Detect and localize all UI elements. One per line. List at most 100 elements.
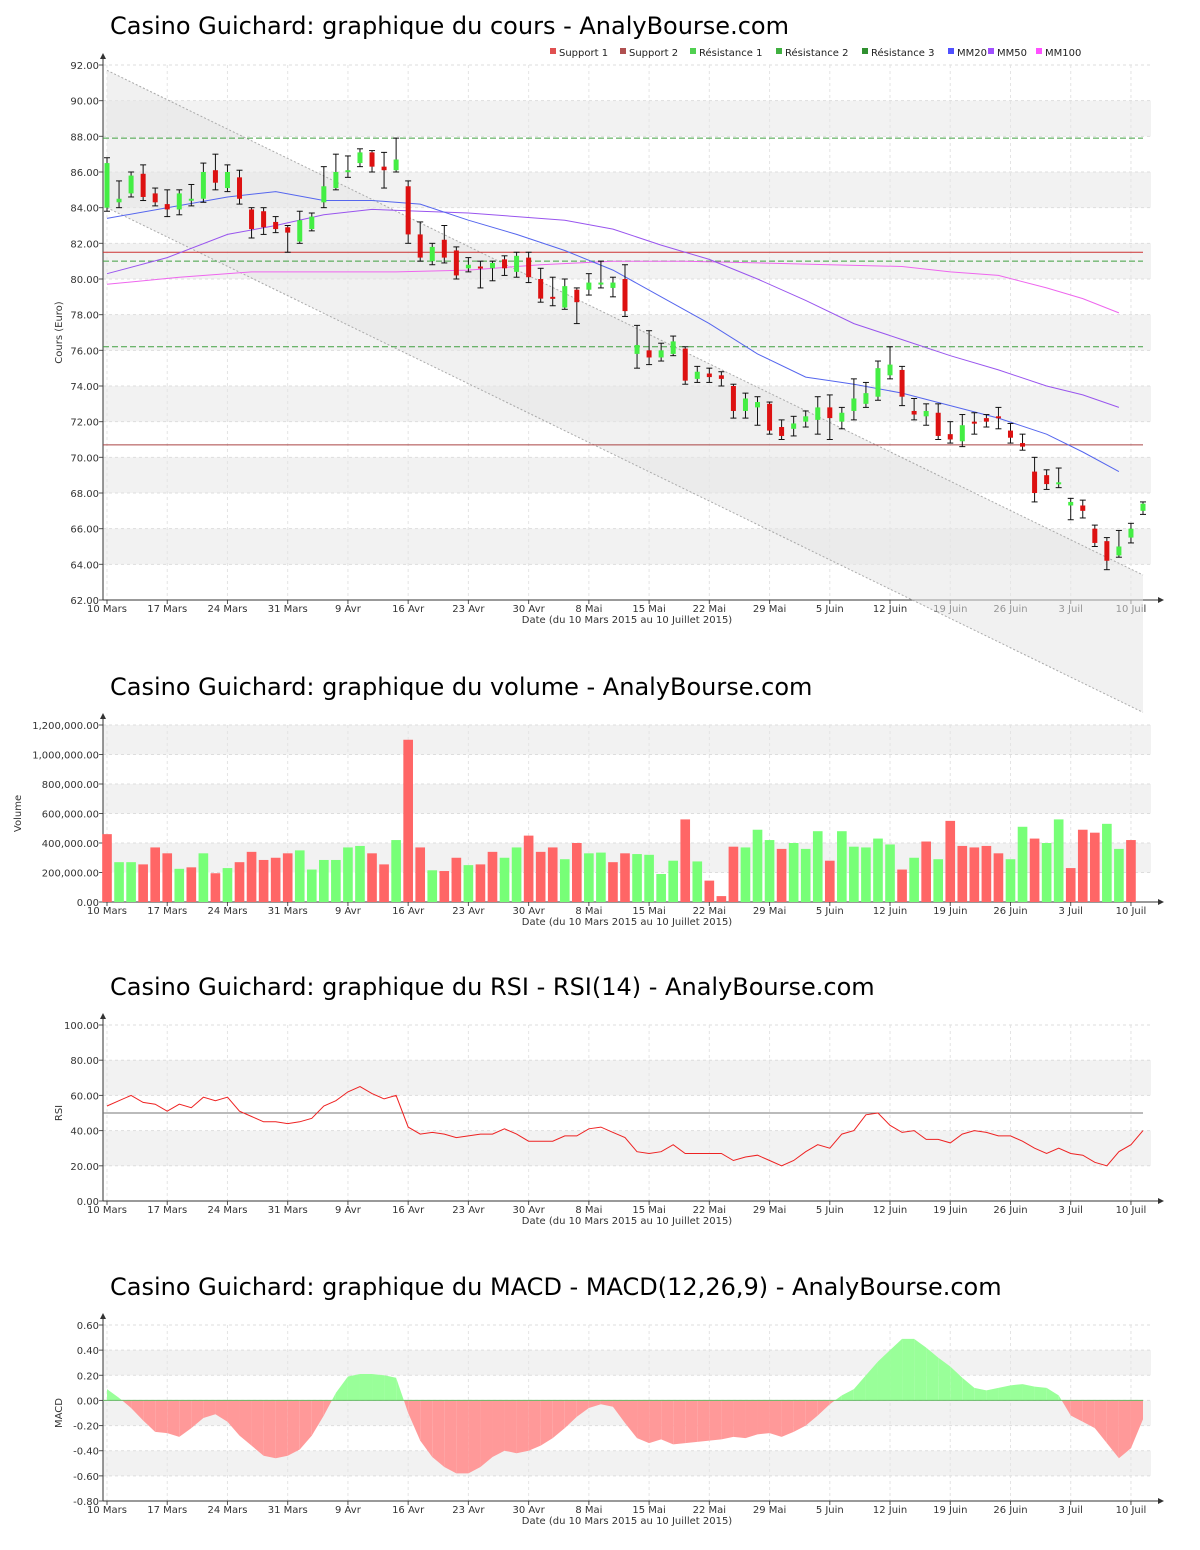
candle-body	[249, 209, 255, 230]
macd-area-segment	[1058, 1395, 1062, 1401]
candle-body	[261, 211, 267, 228]
price-y-axis-label: Cours (Euro)	[54, 301, 65, 364]
candle	[622, 264, 628, 317]
volume-xtick-label: 26 Juin	[993, 906, 1027, 917]
candle-body	[465, 264, 471, 269]
volume-bar	[993, 853, 1004, 902]
macd-area-segment	[516, 1400, 529, 1454]
candle	[477, 260, 484, 289]
candle-body	[550, 296, 556, 299]
candle	[609, 276, 616, 298]
rsi-xtick-label: 30 Avr	[513, 1205, 546, 1216]
candle-body	[863, 393, 869, 404]
macd-area-segment	[1118, 1400, 1131, 1459]
rsi-y-axis-arrow	[100, 1013, 106, 1019]
volume-xtick-label: 24 Mars	[207, 906, 247, 917]
volume-bar	[1029, 838, 1040, 902]
volume-xtick-label: 10 Mars	[87, 906, 127, 917]
volume-bar	[415, 847, 426, 902]
candle	[754, 396, 761, 426]
volume-bar	[1065, 868, 1076, 902]
candle-body	[911, 410, 917, 415]
macd-area-segment	[203, 1400, 216, 1419]
macd-area-segment	[974, 1387, 987, 1401]
macd-x-axis-arrow	[1158, 1498, 1164, 1504]
candle-body	[1116, 546, 1122, 556]
candle-body	[514, 255, 520, 272]
macd-area-segment	[877, 1350, 891, 1401]
rsi-xtick-label: 10 Mars	[87, 1205, 127, 1216]
price-xtick-label: 16 Avr	[392, 604, 425, 615]
candle	[176, 189, 183, 216]
candle-body	[381, 166, 387, 171]
candle	[104, 157, 110, 212]
macd-x-axis-label: Date (du 10 Mars 2015 au 10 Juillet 2015…	[522, 1516, 733, 1527]
candle	[1055, 467, 1062, 489]
macd-area-segment	[504, 1400, 517, 1454]
candle-body	[923, 410, 929, 417]
candle	[513, 251, 520, 278]
price-ytick-label: 68.00	[70, 489, 99, 500]
macd-xtick-label: 22 Mai	[693, 1505, 726, 1516]
macd-xtick-label: 12 Juin	[873, 1505, 907, 1516]
rsi-ytick-label: 100.00	[64, 1021, 99, 1032]
volume-bar	[800, 848, 811, 902]
candle-body	[670, 341, 676, 354]
macd-area-segment	[661, 1400, 674, 1445]
candle-body	[1092, 528, 1098, 543]
candle-body	[935, 412, 941, 436]
candle	[1031, 456, 1038, 503]
candle-body	[694, 371, 700, 379]
price-channel	[107, 70, 1143, 713]
volume-bar	[897, 869, 907, 902]
rsi-xtick-label: 12 Juin	[873, 1205, 907, 1216]
candle-body	[1140, 503, 1146, 511]
volume-bar	[861, 847, 871, 902]
volume-bar	[837, 831, 847, 902]
candle-body	[405, 186, 411, 235]
candle	[429, 242, 436, 266]
candle	[152, 187, 159, 207]
volume-bar	[367, 853, 377, 902]
volume-xtick-label: 15 Mai	[632, 906, 665, 917]
volume-bar	[1102, 823, 1112, 902]
volume-ytick-label: 600,000.00	[42, 810, 99, 821]
candle	[658, 342, 665, 362]
candle-body	[706, 373, 712, 378]
volume-bar	[343, 847, 353, 902]
price-ytick-label: 72.00	[70, 418, 99, 429]
macd-area-segment	[938, 1357, 951, 1401]
candle-body	[1068, 501, 1074, 506]
macd-area-segment	[432, 1400, 445, 1468]
volume-xtick-label: 16 Avr	[392, 906, 425, 917]
candle	[128, 171, 135, 198]
candle-body	[538, 279, 544, 299]
candle-body	[333, 172, 339, 189]
candle	[694, 365, 701, 383]
macd-band	[103, 1450, 1151, 1476]
macd-area-segment	[552, 1400, 565, 1439]
price-ytick-label: 62.00	[70, 596, 99, 607]
price-xtick-label: 10 Mars	[87, 604, 127, 615]
macd-ytick-label: -0.40	[73, 1447, 99, 1458]
candle-body	[104, 163, 110, 208]
candle	[682, 346, 689, 385]
macd-area-segment	[335, 1376, 348, 1401]
candle-body	[345, 170, 351, 173]
volume-bar	[1041, 843, 1052, 902]
price-ytick-label: 84.00	[70, 204, 99, 215]
candle-body	[1032, 471, 1038, 493]
volume-bar	[969, 847, 980, 902]
macd-xtick-label: 29 Mai	[753, 1505, 786, 1516]
macd-area-segment	[914, 1338, 927, 1401]
macd-ytick-label: 0.20	[77, 1371, 99, 1382]
volume-bar	[933, 859, 944, 902]
volume-bar	[608, 862, 618, 902]
candle	[272, 216, 279, 234]
volume-bar	[258, 859, 269, 902]
volume-bar	[632, 854, 642, 902]
macd-area-segment	[588, 1400, 601, 1408]
macd-area-segment	[167, 1400, 180, 1437]
macd-area-segment	[805, 1400, 818, 1426]
price-xtick-label: 31 Mars	[268, 604, 308, 615]
